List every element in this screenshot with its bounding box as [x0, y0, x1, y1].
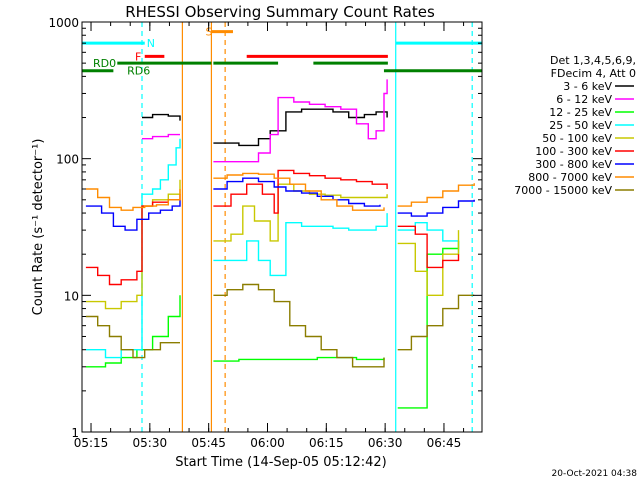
- series-line-1-part-0: [142, 133, 180, 140]
- y-axis-label: Count Rate (s⁻¹ detector⁻¹): [31, 139, 46, 316]
- legend-label-0: 3 - 6 keV: [563, 80, 612, 93]
- segment-label-s: S: [206, 26, 213, 39]
- x-tick-label-1: 05:30: [133, 436, 168, 450]
- series-line-8-part-1: [213, 283, 385, 368]
- legend-label-7: 800 - 7000 keV: [528, 171, 612, 184]
- legend-label-3: 25 - 50 keV: [549, 119, 612, 132]
- series-line-3-part-1: [213, 213, 388, 277]
- series-line-7-part-1: [213, 172, 385, 211]
- x-tick-label-2: 05:45: [191, 436, 226, 450]
- x-axis-label: Start Time (14-Sep-05 05:12:42): [175, 455, 386, 470]
- legend-label-8: 7000 - 15000 keV: [514, 184, 612, 197]
- series-line-5-part-2: [397, 225, 460, 269]
- series-line-2-part-1: [213, 356, 385, 362]
- series-line-4-part-0: [85, 179, 181, 310]
- series-line-6-part-1: [213, 177, 381, 207]
- timestamp: 20-Oct-2021 04:38: [552, 469, 638, 479]
- series-line-2-part-2: [397, 240, 460, 409]
- segment-label-rd0: RD0: [93, 57, 116, 70]
- legend-label-5: 100 - 300 keV: [535, 145, 612, 158]
- chart-title: RHESSI Observing Summary Count Rates: [125, 3, 435, 21]
- legend-label-1: 6 - 12 keV: [556, 93, 612, 106]
- segment-label-rd6: RD6: [127, 65, 150, 78]
- legend-header-line2: FDecim 4, Att 0: [551, 67, 636, 80]
- y-tick-label-1: 10: [64, 289, 79, 303]
- y-tick-label-3: 1000: [48, 16, 79, 30]
- series-line-4-part-2: [397, 230, 460, 296]
- legend-header-line1: Det 1,3,4,5,6,9,: [550, 54, 636, 67]
- plot-frame: [81, 21, 483, 433]
- series-line-0-part-0: [142, 113, 181, 121]
- series-line-6-part-2: [397, 199, 475, 217]
- series-line-0-part-1: [213, 108, 388, 147]
- x-tick-label-0: 05:15: [74, 436, 109, 450]
- series-line-7-part-0: [85, 188, 181, 211]
- series-line-4-part-1: [213, 183, 388, 242]
- x-tick-label-4: 06:15: [309, 436, 344, 450]
- legend-label-4: 50 - 100 keV: [542, 132, 612, 145]
- series-line-5-part-1: [213, 169, 388, 214]
- y-tick-label-0: 1: [71, 426, 79, 440]
- legend-label-6: 300 - 800 keV: [535, 158, 612, 171]
- series-line-6-part-0: [85, 199, 181, 231]
- y-tick-label-2: 100: [56, 153, 79, 167]
- series-line-8-part-2: [397, 294, 475, 351]
- series-line-7-part-2: [397, 183, 475, 207]
- legend-label-2: 12 - 25 keV: [549, 106, 612, 119]
- series-line-3-part-2: [397, 222, 460, 255]
- x-tick-label-6: 06:45: [427, 436, 462, 450]
- x-tick-label-3: 06:00: [250, 436, 285, 450]
- series-line-1-part-1: [213, 79, 388, 163]
- plot-area: N S F RD0 RD6 1 10 100 1000 05:15 05:30 05:45 06:00 0…: [48, 16, 483, 450]
- series-line-8-part-0: [85, 315, 180, 359]
- segment-label-n: N: [147, 37, 155, 50]
- x-tick-label-5: 06:30: [368, 436, 403, 450]
- series-line-3-part-0: [85, 138, 181, 359]
- segment-label-f: F: [135, 50, 141, 63]
